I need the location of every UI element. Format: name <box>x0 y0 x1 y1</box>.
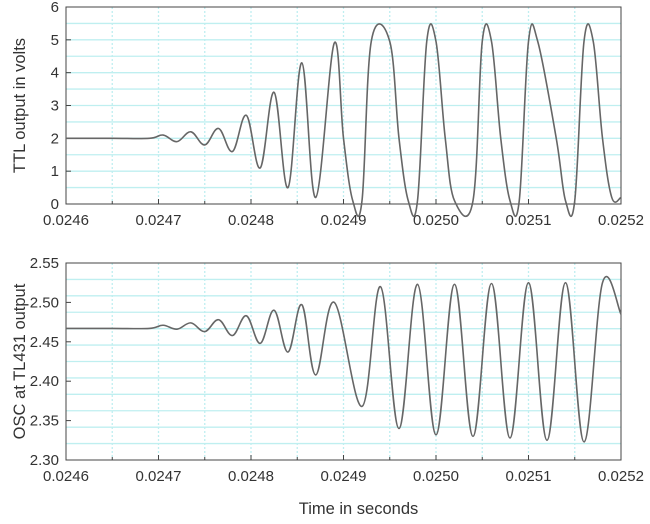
y-tick-label: 0 <box>51 196 59 213</box>
y-axis-title: OSC at TL431 output <box>11 283 29 439</box>
chart-panel-1: 0.0246 0.0247 0.0248 0.0249 0.0250 0.0251 0.02… <box>11 0 644 229</box>
y-tick-label: 2.40 <box>30 373 59 390</box>
grid-lines <box>66 7 621 204</box>
series-line-2-1 <box>65 275 622 443</box>
x-tick-label: 0.0249 <box>321 468 367 485</box>
x-tick-label: 0.0250 <box>413 212 459 229</box>
x-tick-label: 0.0249 <box>321 212 367 229</box>
y-tick-label: 4 <box>51 65 59 82</box>
y-tick-label: 3 <box>51 98 59 115</box>
chart-panel-2: 0.0246 0.0247 0.0248 0.0249 0.0250 0.0251 0.02… <box>11 255 644 518</box>
x-tick-label: 0.0251 <box>506 468 552 485</box>
x-tick-label: 0.0252 <box>598 468 644 485</box>
x-axis-title: Time in seconds <box>299 500 419 518</box>
y-tick-label: 2.35 <box>30 413 59 430</box>
x-tick-label: 0.0246 <box>43 468 89 485</box>
y-tick-label: 2.45 <box>30 334 59 351</box>
y-tick-label: 2.55 <box>30 255 59 272</box>
x-tick-label: 0.0248 <box>228 212 274 229</box>
y-tick-label: 6 <box>51 0 59 16</box>
x-tick-label: 0.0250 <box>413 468 459 485</box>
series-line-1-1 <box>65 23 622 218</box>
y-axis-title: TTL output in volts <box>11 38 29 173</box>
y-tick-label: 2.30 <box>30 452 59 469</box>
x-tick-label: 0.0246 <box>43 212 89 229</box>
y-tick-label: 1 <box>51 163 59 180</box>
x-tick-label: 0.0248 <box>228 468 274 485</box>
x-tick-label: 0.0251 <box>506 212 552 229</box>
x-tick-label: 0.0247 <box>136 468 182 485</box>
x-tick-label: 0.0247 <box>136 212 182 229</box>
x-tick-label: 0.0252 <box>598 212 644 229</box>
grid-lines <box>66 263 621 460</box>
y-tick-label: 2.50 <box>30 294 59 311</box>
y-tick-label: 5 <box>51 32 59 49</box>
y-tick-label: 2 <box>51 130 59 147</box>
